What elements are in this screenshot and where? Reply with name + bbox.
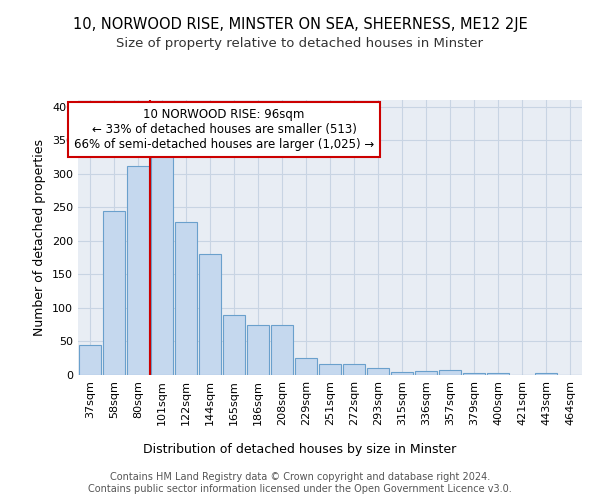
Bar: [127, 166, 149, 375]
Bar: [79, 345, 101, 375]
Bar: [151, 150, 173, 375]
Bar: [199, 254, 221, 375]
Text: Distribution of detached houses by size in Minster: Distribution of detached houses by size …: [143, 442, 457, 456]
Text: Size of property relative to detached houses in Minster: Size of property relative to detached ho…: [116, 38, 484, 51]
Text: Contains HM Land Registry data © Crown copyright and database right 2024.
Contai: Contains HM Land Registry data © Crown c…: [88, 472, 512, 494]
Text: 10 NORWOOD RISE: 96sqm
← 33% of detached houses are smaller (513)
66% of semi-de: 10 NORWOOD RISE: 96sqm ← 33% of detached…: [74, 108, 374, 151]
Bar: [367, 368, 389, 375]
Bar: [271, 324, 293, 375]
Bar: [487, 373, 509, 375]
Bar: [103, 210, 125, 375]
Bar: [391, 372, 413, 375]
Bar: [175, 222, 197, 375]
Bar: [319, 364, 341, 375]
Bar: [463, 373, 485, 375]
Bar: [535, 373, 557, 375]
Bar: [343, 364, 365, 375]
Y-axis label: Number of detached properties: Number of detached properties: [34, 139, 46, 336]
Bar: [439, 370, 461, 375]
Bar: [247, 324, 269, 375]
Bar: [295, 358, 317, 375]
Bar: [415, 371, 437, 375]
Bar: [223, 314, 245, 375]
Text: 10, NORWOOD RISE, MINSTER ON SEA, SHEERNESS, ME12 2JE: 10, NORWOOD RISE, MINSTER ON SEA, SHEERN…: [73, 18, 527, 32]
